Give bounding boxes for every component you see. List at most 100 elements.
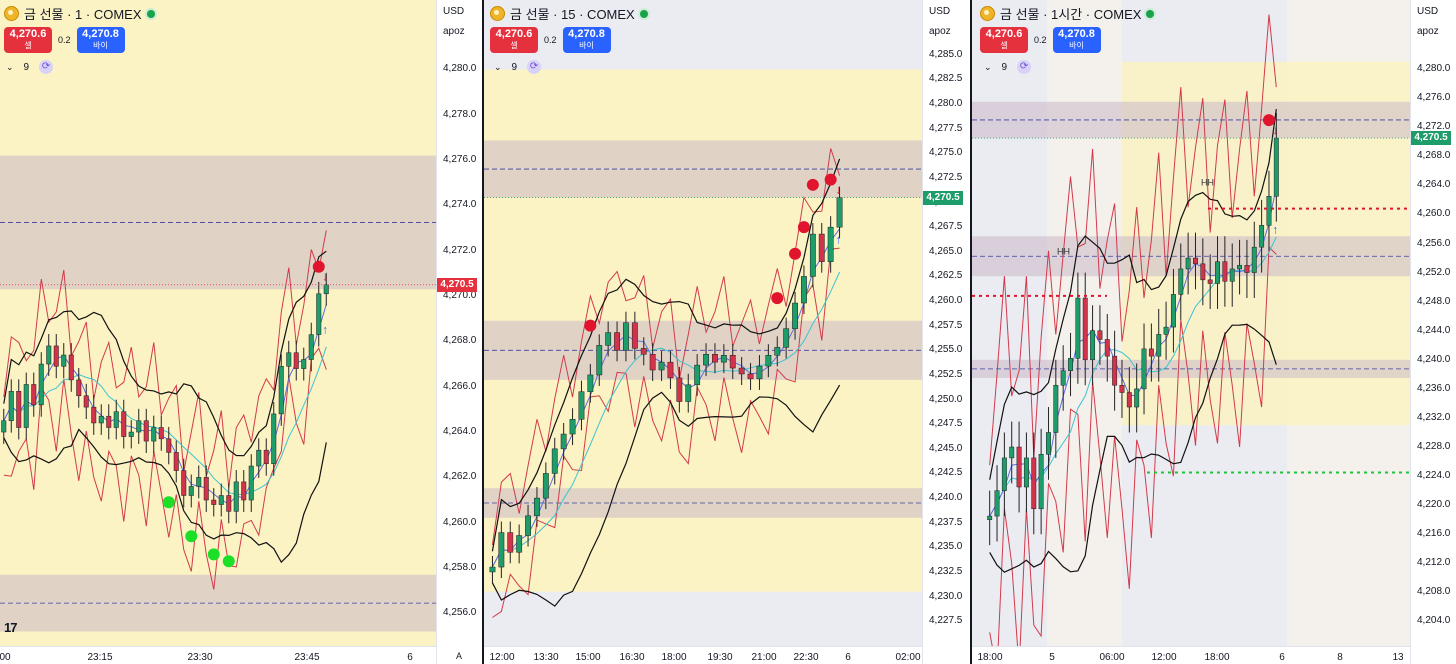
sell-signal-dot[interactable]	[1262, 114, 1275, 127]
candle[interactable]	[801, 276, 807, 304]
candle[interactable]	[756, 365, 763, 380]
buy-button[interactable]: 4,270.8 바이	[562, 27, 611, 53]
sell-button[interactable]: 4,270.6 셀	[490, 27, 538, 53]
panel-divider[interactable]	[482, 0, 484, 664]
sell-signal-dot[interactable]	[312, 260, 325, 273]
sync-icon[interactable]: ⟳	[39, 60, 54, 74]
candle[interactable]	[1046, 432, 1051, 455]
indicator-toggle[interactable]: ⌄ 9 ⟳	[494, 60, 542, 74]
sync-icon[interactable]: ⟳	[1017, 60, 1032, 74]
candle[interactable]	[525, 515, 531, 536]
sell-signal-dot[interactable]	[771, 292, 784, 305]
candle[interactable]	[323, 284, 329, 295]
candle[interactable]	[551, 448, 558, 474]
candle[interactable]	[534, 497, 540, 517]
candle[interactable]	[1060, 370, 1066, 386]
candle[interactable]	[489, 566, 496, 573]
candle[interactable]	[1104, 339, 1110, 357]
candle[interactable]	[685, 384, 692, 402]
candle[interactable]	[507, 532, 514, 553]
candle[interactable]	[293, 352, 299, 369]
indicator-toggle[interactable]: ⌄ 9 ⟳	[6, 60, 54, 74]
time-axis[interactable]: 18:00 5 06:00 12:00 18:00 6 8 13	[972, 646, 1410, 664]
candle[interactable]	[1075, 297, 1081, 359]
chart-panel-1h[interactable]: HH HH ↓ ↑ 금 선물 · 1시간 · COMEX 4,270.6 셀 0.2 4…	[972, 0, 1456, 664]
candle[interactable]	[241, 481, 247, 501]
candle[interactable]	[809, 233, 816, 277]
candle[interactable]	[1112, 355, 1118, 386]
candle[interactable]	[516, 535, 523, 553]
candle[interactable]	[143, 420, 149, 442]
candle[interactable]	[765, 354, 772, 367]
symbol-title[interactable]: 금 선물 · 1시간 · COMEX	[1000, 7, 1142, 22]
candle[interactable]	[1215, 261, 1220, 284]
candle[interactable]	[53, 345, 59, 367]
candle[interactable]	[792, 302, 798, 329]
candle[interactable]	[76, 379, 82, 397]
candle[interactable]	[218, 495, 224, 505]
sync-icon[interactable]: ⟳	[527, 60, 542, 74]
candle[interactable]	[173, 452, 179, 471]
candle[interactable]	[8, 391, 14, 421]
symbol-title[interactable]: 금 선물 · 1 · COMEX	[24, 7, 142, 22]
candle[interactable]	[578, 391, 585, 420]
candle[interactable]	[712, 354, 718, 363]
candle[interactable]	[676, 377, 683, 402]
candle[interactable]	[68, 354, 74, 381]
candle[interactable]	[1170, 294, 1176, 328]
sell-signal-dot[interactable]	[824, 173, 837, 186]
candle[interactable]	[248, 465, 254, 501]
candle[interactable]	[1229, 268, 1235, 282]
currency-label[interactable]: USD	[443, 6, 465, 17]
candle[interactable]	[1031, 457, 1037, 510]
candle[interactable]	[1009, 446, 1015, 459]
candle[interactable]	[211, 499, 217, 505]
candle[interactable]	[836, 197, 843, 228]
sell-button[interactable]: 4,270.6 셀	[4, 27, 52, 53]
chevron-down-icon[interactable]: ⌄	[984, 61, 992, 72]
chart-plot-1h[interactable]: HH HH ↓ ↑	[972, 0, 1410, 646]
chevron-down-icon[interactable]: ⌄	[494, 61, 502, 72]
candle[interactable]	[271, 413, 277, 465]
candle[interactable]	[614, 332, 620, 351]
candle[interactable]	[1156, 334, 1162, 357]
candle[interactable]	[720, 354, 727, 363]
candle[interactable]	[994, 490, 1000, 517]
candle[interactable]	[46, 345, 52, 365]
buy-signal-dot[interactable]	[222, 555, 235, 568]
candle[interactable]	[783, 328, 790, 348]
candle[interactable]	[640, 348, 647, 355]
chart-plot-15m[interactable]: ↓↑	[484, 0, 922, 646]
candle[interactable]	[151, 427, 157, 442]
candle[interactable]	[1038, 454, 1044, 510]
chart-panel-1m[interactable]: ↓ ↑ 금 선물 · 1 · COMEX 4,270.6 셀 0.2 4,270.8…	[0, 0, 482, 664]
candle[interactable]	[818, 233, 825, 262]
candle[interactable]	[226, 495, 232, 512]
buy-signal-dot[interactable]	[207, 548, 220, 561]
candle[interactable]	[91, 406, 97, 424]
candle[interactable]	[1273, 137, 1279, 197]
candle[interactable]	[738, 367, 745, 375]
price-axis[interactable]: USD apoz 4,227.5 4,230.0 4,232.5 4,235.0 4,2…	[922, 0, 970, 664]
candle[interactable]	[1244, 265, 1250, 273]
candle[interactable]	[1023, 457, 1029, 488]
candle[interactable]	[316, 293, 322, 335]
candle[interactable]	[694, 364, 701, 386]
candle[interactable]	[987, 515, 993, 520]
candle[interactable]	[128, 431, 134, 437]
candle[interactable]	[667, 361, 674, 379]
candle[interactable]	[596, 345, 603, 376]
candle[interactable]	[1266, 196, 1272, 226]
candle[interactable]	[631, 322, 638, 349]
price-axis[interactable]: USD apoz 4,204.0 4,208.0 4,212.0 4,216.0 4,2…	[1410, 0, 1456, 664]
candle[interactable]	[605, 332, 612, 346]
candle[interactable]	[1207, 279, 1213, 284]
buy-button[interactable]: 4,270.8 바이	[76, 27, 125, 53]
candle[interactable]	[1141, 348, 1147, 390]
candle[interactable]	[38, 363, 44, 406]
candle[interactable]	[1, 420, 7, 433]
candle[interactable]	[1119, 384, 1125, 393]
candle[interactable]	[1163, 326, 1169, 335]
candle[interactable]	[98, 415, 104, 424]
time-axis[interactable]: 12:00 13:30 15:00 16:30 18:00 19:30 21:00 22:30…	[484, 646, 922, 664]
